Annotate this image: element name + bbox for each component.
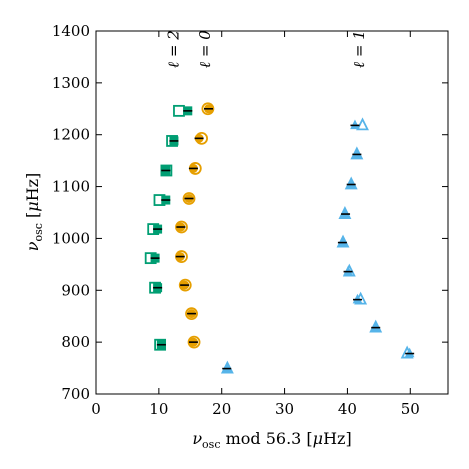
x-axis-label: νosc mod 56.3 [μHz]	[192, 429, 351, 451]
degree-annotation: ℓ = 0	[196, 30, 214, 68]
x-tick-label: 50	[401, 400, 420, 418]
y-tick-label: 800	[61, 333, 90, 351]
l0-model-point	[178, 278, 192, 292]
x-tick-label: 20	[212, 400, 231, 418]
degree-annotation: ℓ = 1	[350, 30, 368, 68]
y-tick-label: 1400	[52, 22, 90, 40]
data-marks	[144, 102, 415, 374]
x-tick-label: 40	[338, 400, 357, 418]
x-tick-label: 10	[149, 400, 168, 418]
y-tick-label: 1300	[52, 74, 90, 92]
l2-model-point	[173, 104, 185, 117]
l1-observed-point	[343, 265, 353, 276]
l0-model-point	[182, 192, 196, 205]
y-tick-label: 900	[61, 281, 90, 299]
degree-annotation: ℓ = 2	[164, 30, 182, 68]
annotations: ℓ = 2 ℓ = 0 ℓ = 1	[164, 30, 367, 68]
y-tick-label: 1100	[52, 178, 90, 196]
y-tick-label: 700	[61, 385, 90, 403]
l1-model-point	[344, 176, 358, 190]
l1-observed-point	[370, 321, 381, 332]
x-tick-label: 30	[275, 400, 294, 418]
l1-model-point	[356, 117, 369, 131]
l1-model-point	[369, 319, 383, 333]
l0-model-point	[187, 335, 201, 349]
plot-frame	[95, 30, 449, 395]
y-axis-label: νosc [μHz]	[23, 173, 45, 252]
l1-model-point	[350, 146, 364, 160]
l0-model-point	[185, 307, 198, 321]
y-tick-label: 1000	[52, 229, 90, 247]
axis-ticks: 0 10 20 30 40 50 700 800 900 1000 1100 1200 1300 1400	[52, 22, 448, 418]
x-tick-label: 0	[91, 400, 101, 418]
y-tick-label: 1200	[52, 126, 90, 144]
l0-model-point	[175, 220, 188, 234]
l0-model-point	[201, 102, 215, 116]
